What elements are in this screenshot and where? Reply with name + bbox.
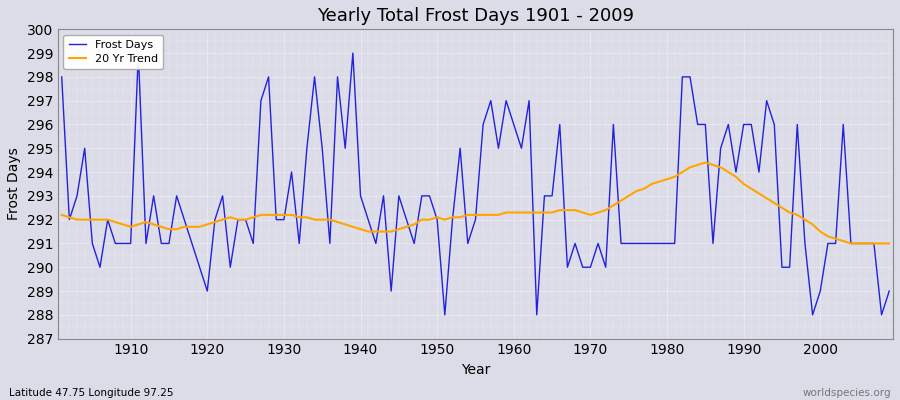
Frost Days [340,146,351,151]
Text: worldspecies.org: worldspecies.org [803,388,891,398]
Legend: Frost Days, 20 Yr Trend: Frost Days, 20 Yr Trend [63,35,163,70]
Frost Days [439,312,450,317]
Frost Days [293,241,304,246]
20 Yr Trend [332,220,343,224]
20 Yr Trend [884,241,895,246]
20 Yr Trend [700,160,711,165]
Frost Days [57,74,68,79]
20 Yr Trend [118,222,129,227]
20 Yr Trend [57,212,68,217]
Y-axis label: Frost Days: Frost Days [7,148,21,220]
Frost Days [616,241,626,246]
Title: Yearly Total Frost Days 1901 - 2009: Yearly Total Frost Days 1901 - 2009 [317,7,634,25]
Line: Frost Days: Frost Days [62,53,889,315]
Frost Days [133,51,144,56]
Frost Days [516,146,526,151]
Frost Days [524,98,535,103]
X-axis label: Year: Year [461,363,491,377]
20 Yr Trend [845,241,856,246]
Frost Days [118,241,129,246]
Line: 20 Yr Trend: 20 Yr Trend [62,162,889,244]
20 Yr Trend [500,210,511,215]
Frost Days [884,289,895,294]
20 Yr Trend [286,212,297,217]
20 Yr Trend [508,210,519,215]
Text: Latitude 47.75 Longitude 97.25: Latitude 47.75 Longitude 97.25 [9,388,174,398]
20 Yr Trend [600,208,611,212]
